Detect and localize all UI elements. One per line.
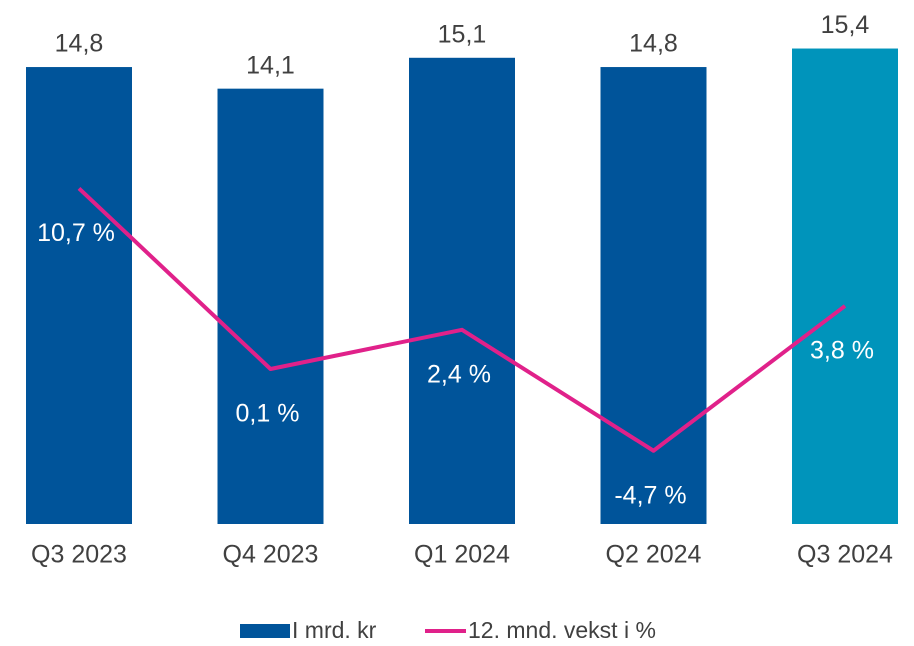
line-value-label: 2,4 % [427,360,491,388]
bar-value-label: 14,8 [629,30,678,58]
x-tick-label: Q2 2024 [606,541,702,569]
bar-value-label: 14,8 [55,30,104,58]
legend-label: 12. mnd. vekst i % [468,617,656,643]
bar-value-label: 15,4 [821,11,870,39]
line-value-label: 0,1 % [236,400,300,428]
x-tick-label: Q1 2024 [414,541,510,569]
bar [26,67,132,525]
bar [600,67,707,525]
legend-swatch-bar [240,624,290,638]
bar [792,48,898,525]
bar [409,57,515,524]
x-tick-label: Q3 2023 [31,541,127,569]
bar-value-label: 14,1 [246,51,295,79]
x-tick-label: Q3 2024 [797,541,893,569]
line-value-label: -4,7 % [614,481,686,509]
x-tick-label: Q4 2023 [223,541,319,569]
bar [217,88,324,524]
line [77,186,847,453]
line-value-label: 3,8 % [810,337,874,365]
legend: I mrd. kr 12. mnd. vekst i % [240,617,656,643]
line-value-label: 10,7 % [37,219,115,247]
bar-value-label: 15,1 [438,20,487,48]
legend-label: I mrd. kr [292,617,377,643]
